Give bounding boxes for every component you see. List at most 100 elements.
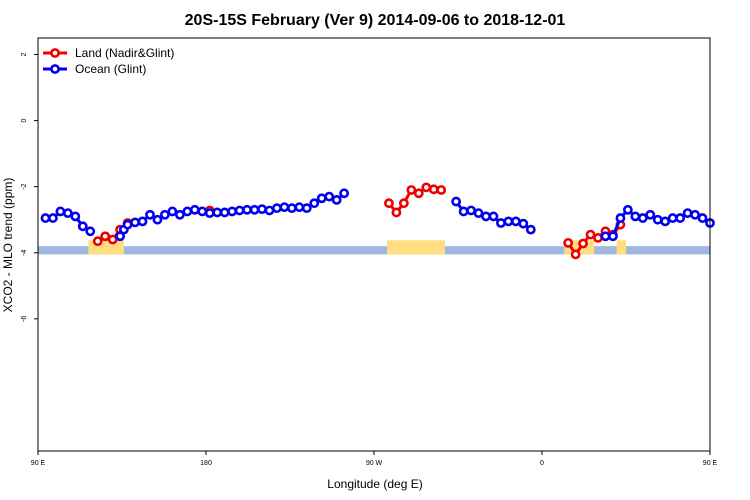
ocean-data-point — [204, 208, 215, 219]
land-data-point — [421, 182, 432, 193]
land-mask-patch — [387, 240, 445, 255]
ocean-data-point — [182, 206, 193, 217]
ocean-data-point — [458, 206, 469, 217]
ocean-data-point — [40, 213, 51, 223]
land-data-point — [384, 198, 394, 209]
legend-label: Land (Nadir&Glint) — [75, 46, 174, 60]
ocean-data-point — [279, 202, 290, 213]
ocean-data-point — [167, 206, 178, 217]
ocean-data-point — [48, 213, 58, 223]
ocean-data-point — [197, 206, 208, 217]
ocean-data-point — [294, 202, 305, 213]
x-axis-label: Longitude (deg E) — [327, 477, 422, 491]
ocean-data-point — [637, 213, 648, 223]
y-tick-label: -4 — [21, 250, 28, 256]
ocean-data-point — [690, 209, 700, 220]
ocean-data-point — [630, 211, 641, 222]
ocean-data-point — [309, 198, 320, 209]
ocean-data-point — [257, 204, 267, 215]
ocean-data-point — [301, 203, 312, 214]
ocean-mask-band — [38, 246, 710, 255]
y-tick-label: -2 — [21, 183, 28, 189]
x-tick-label: 90 E — [703, 460, 718, 467]
ocean-data-point — [675, 213, 686, 223]
ocean-data-point — [189, 204, 200, 215]
ocean-data-point — [316, 193, 327, 204]
ocean-data-point — [615, 213, 626, 223]
land-data-point — [585, 229, 596, 240]
ocean-data-point — [660, 216, 671, 227]
ocean-data-point — [242, 204, 252, 215]
land-data-point — [593, 232, 603, 243]
ocean-data-point — [510, 216, 521, 227]
ocean-data-point — [339, 188, 350, 199]
land-data-point — [391, 207, 402, 218]
ocean-data-point — [55, 206, 66, 217]
ocean-data-point — [286, 203, 297, 214]
ocean-data-point — [652, 214, 663, 225]
ocean-data-point — [608, 231, 618, 242]
ocean-data-point — [518, 218, 529, 229]
ocean-data-point — [645, 209, 656, 220]
ocean-data-point — [525, 224, 536, 235]
legend-item-land: Land (Nadir&Glint) — [43, 46, 174, 60]
ocean-data-point — [697, 213, 708, 223]
ocean-data-point — [62, 208, 73, 219]
ocean-data-point — [227, 206, 238, 217]
y-tick-label: 2 — [21, 52, 28, 56]
land-data-point — [428, 184, 439, 195]
legend: Land (Nadir&Glint) Ocean (Glint) — [43, 46, 174, 76]
ocean-data-point — [145, 209, 155, 220]
x-tick-label: 90 W — [366, 460, 383, 467]
ocean-data-point — [488, 211, 499, 222]
land-data-point — [107, 234, 118, 245]
ocean-data-point — [331, 194, 342, 205]
plot-frame — [37, 37, 711, 452]
ocean-data-point — [600, 231, 611, 242]
x-tick-label: 90 E — [31, 460, 46, 467]
ocean-data-point — [219, 207, 230, 218]
land-data-point — [398, 198, 409, 209]
ocean-data-point — [473, 208, 484, 219]
ocean-data-point — [451, 196, 462, 207]
ocean-data-point — [130, 217, 140, 228]
ocean-data-point — [481, 211, 491, 222]
y-axis: 2 0 -2 -4 -6 — [21, 52, 38, 322]
land-data-point — [570, 249, 581, 260]
ocean-data-point — [70, 211, 81, 222]
ocean-data-point — [122, 219, 133, 230]
ocean-data-point — [160, 209, 170, 220]
ocean-data-point — [496, 218, 506, 228]
legend-marker — [50, 64, 60, 74]
y-tick-label: 0 — [21, 119, 28, 123]
land-data-point — [92, 236, 103, 247]
chart-title: 20S-15S February (Ver 9) 2014-09-06 to 2… — [185, 12, 566, 29]
x-tick-label: 0 — [540, 460, 544, 467]
y-tick-label: -6 — [21, 316, 28, 322]
ocean-data-point — [324, 191, 335, 202]
ocean-data-point — [77, 221, 88, 232]
land-data-point — [578, 238, 588, 249]
ocean-data-point — [212, 207, 223, 218]
x-axis: 90 E 180 90 W 0 90 E — [31, 451, 718, 467]
ocean-data-point — [152, 214, 163, 225]
x-tick-label: 180 — [200, 460, 212, 467]
land-mask-patch — [616, 240, 626, 255]
legend-marker — [50, 48, 60, 58]
ocean-data-point — [466, 205, 476, 216]
ocean-data-point — [503, 216, 514, 227]
y-axis-label: XCO2 - MLO trend (ppm) — [1, 178, 15, 313]
ocean-data-point — [234, 205, 245, 216]
ocean-data-point — [682, 208, 693, 219]
land-data-point — [100, 231, 111, 242]
legend-item-ocean: Ocean (Glint) — [43, 62, 146, 76]
ocean-data-point — [85, 226, 96, 237]
plot-area — [38, 182, 715, 260]
land-data-point — [436, 185, 447, 195]
land-data-point — [406, 185, 417, 195]
land-data-point — [563, 237, 574, 248]
ocean-data-point — [622, 204, 633, 215]
land-data-point — [413, 188, 424, 199]
ocean-data-point — [264, 205, 275, 216]
